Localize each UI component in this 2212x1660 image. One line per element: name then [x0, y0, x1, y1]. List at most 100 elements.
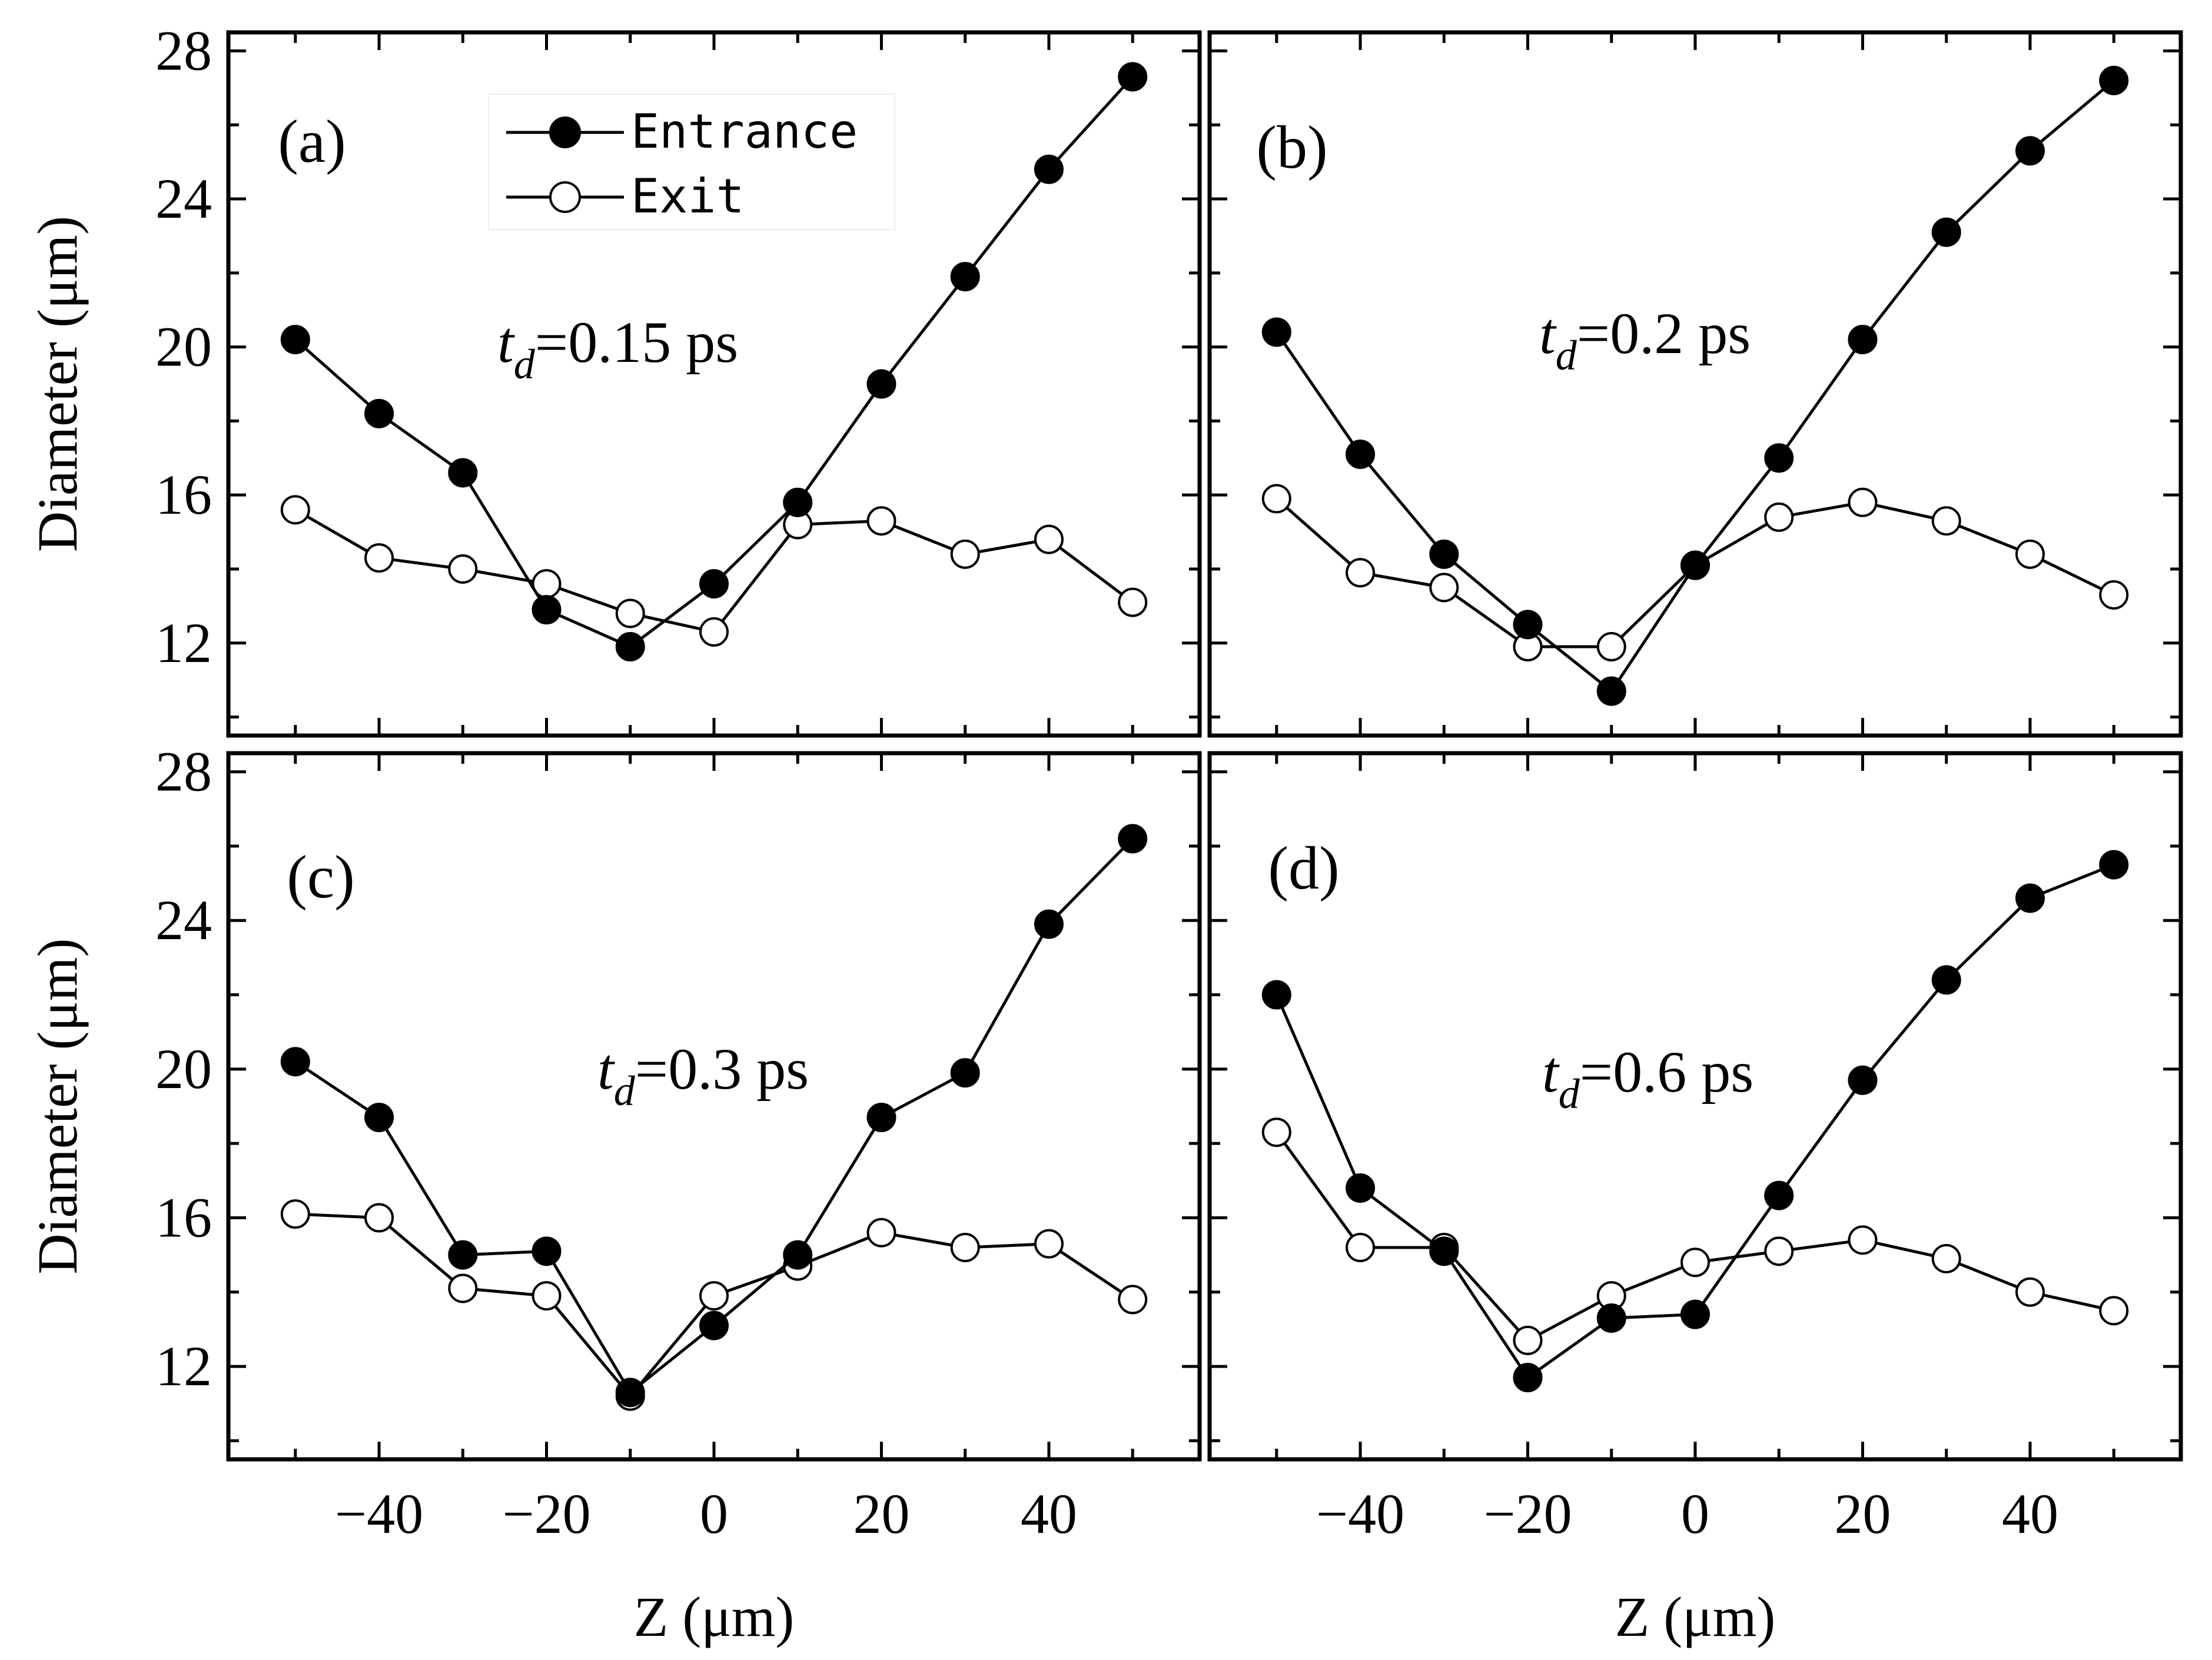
exit-point	[950, 1233, 980, 1262]
panel-label: (a)	[278, 108, 346, 175]
exit-point	[1680, 1248, 1710, 1278]
exit-point	[1346, 558, 1376, 588]
entrance-point	[615, 632, 645, 662]
entrance-point	[448, 458, 478, 488]
entrance-point	[1346, 1173, 1376, 1203]
pulse-delay-annotation: td=0.3 ps	[597, 1036, 809, 1115]
panel-label: (c)	[287, 843, 354, 911]
exit-point	[1034, 1229, 1064, 1259]
entrance-point	[783, 487, 813, 517]
exit-point	[1346, 1233, 1376, 1262]
entrance-point	[866, 369, 896, 399]
legend-label-entrance: Entrance	[631, 104, 858, 159]
y-axis-title: Diameter (μm)	[26, 216, 89, 552]
exit-point	[280, 495, 310, 525]
panel-d: −40 −20 0 20 40 Z (μm) (d) td=0.6 ps	[1207, 751, 2183, 1648]
entrance-point	[2015, 136, 2045, 166]
entrance-point	[280, 325, 310, 355]
y-tick-label: 12	[155, 1335, 212, 1398]
panel-c: 12 16 20 24 28 −40 −20 0 20 40 Diameter (μm) Z (μm)…	[26, 740, 1202, 1648]
legend-label-exit: Exit	[631, 169, 745, 224]
entrance-point	[1596, 1303, 1626, 1333]
entrance-point	[1764, 443, 1794, 473]
entrance-legend-marker	[549, 117, 581, 148]
entrance-point	[950, 262, 980, 292]
entrance-point	[1513, 610, 1543, 640]
y-tick-label: 28	[155, 740, 212, 803]
exit-point	[448, 1273, 478, 1303]
x-tick-label: 40	[1021, 1482, 1077, 1545]
panel-b: (b) td=0.2 ps	[1207, 30, 2183, 738]
panel-label: (b)	[1256, 114, 1327, 181]
entrance-point	[1931, 217, 1961, 247]
exit-legend-marker	[549, 181, 581, 213]
x-tick-label: 40	[2002, 1482, 2058, 1545]
entrance-point	[1261, 980, 1291, 1010]
legend: Entrance Exit	[488, 94, 895, 230]
exit-point	[1118, 587, 1148, 617]
x-axis-title: Z (μm)	[1615, 1585, 1776, 1648]
pulse-delay-annotation: td=0.2 ps	[1539, 301, 1751, 379]
entrance-point	[532, 1236, 562, 1266]
panel-label: (d)	[1268, 834, 1339, 902]
exit-point	[1261, 1117, 1291, 1147]
entrance-point	[1118, 824, 1148, 854]
y-tick-label: 24	[155, 889, 212, 952]
x-tick-label: 0	[1681, 1482, 1709, 1545]
x-tick-label: 0	[700, 1482, 728, 1545]
y-axis-title: Diameter (μm)	[26, 938, 89, 1274]
entrance-point	[1429, 1236, 1459, 1266]
entrance-point	[1261, 317, 1291, 347]
pulse-delay-annotation: td=0.15 ps	[497, 310, 738, 388]
exit-point	[1034, 524, 1064, 554]
entrance-point	[1429, 539, 1459, 569]
entrance-point	[1764, 1180, 1794, 1210]
entrance-point	[866, 1102, 896, 1132]
entrance-point	[2099, 65, 2129, 95]
exit-point	[1764, 502, 1794, 532]
entrance-point	[699, 1310, 729, 1340]
exit-point	[1931, 1243, 1961, 1273]
exit-point	[364, 543, 394, 573]
x-tick-label: −20	[1483, 1482, 1572, 1545]
entrance-point	[1680, 550, 1710, 580]
x-tick-label: −40	[1316, 1482, 1404, 1545]
exit-point	[1513, 1325, 1543, 1355]
exit-point	[2015, 539, 2045, 569]
exit-point	[1848, 487, 1878, 517]
exit-point	[448, 554, 478, 584]
x-tick-label: 20	[853, 1482, 909, 1545]
exit-point	[866, 1217, 896, 1248]
y-tick-label: 12	[155, 611, 212, 674]
entrance-point	[1848, 325, 1878, 355]
y-tick-label: 28	[155, 19, 212, 82]
exit-point	[532, 1281, 562, 1311]
entrance-point	[1596, 676, 1626, 706]
entrance-point	[615, 1378, 645, 1408]
entrance-point	[1513, 1363, 1543, 1393]
y-tick-label: 16	[155, 463, 212, 526]
exit-point	[2015, 1277, 2045, 1307]
exit-point	[699, 1281, 729, 1311]
entrance-point	[364, 398, 394, 428]
panel-a: 12 16 20 24 28 Diameter (μm) (a) td=0.15 ps Entr…	[26, 19, 1202, 738]
entrance-point	[1034, 154, 1064, 184]
entrance-point	[448, 1240, 478, 1270]
exit-point	[280, 1199, 310, 1229]
entrance-point	[699, 569, 729, 599]
entrance-point	[364, 1102, 394, 1132]
y-tick-label: 20	[155, 315, 212, 378]
exit-point	[1118, 1285, 1148, 1315]
entrance-point	[2099, 850, 2129, 880]
x-axis-title: Z (μm)	[634, 1585, 795, 1648]
entrance-point	[1034, 909, 1064, 939]
entrance-point	[1680, 1299, 1710, 1329]
exit-point	[1848, 1225, 1878, 1255]
entrance-point	[1346, 440, 1376, 469]
entrance-point	[280, 1047, 310, 1077]
exit-point	[615, 598, 645, 628]
exit-point	[2099, 580, 2129, 610]
entrance-point	[1931, 965, 1961, 995]
plot-frame	[1207, 751, 2183, 1462]
